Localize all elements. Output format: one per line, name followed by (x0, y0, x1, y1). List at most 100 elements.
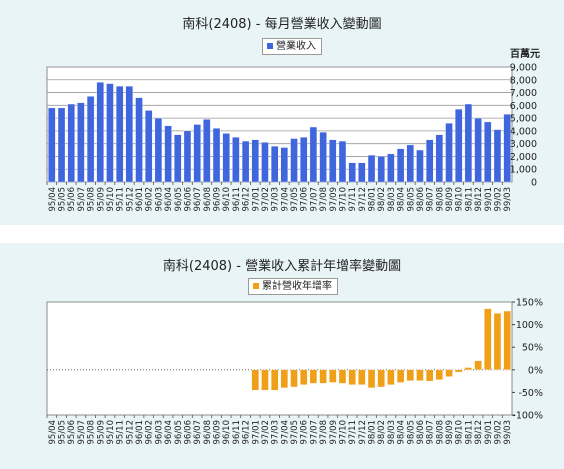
growth-bar (387, 369, 395, 385)
revenue-bar (280, 147, 288, 183)
revenue-x-tick-label: 96/03 (154, 187, 164, 212)
revenue-x-tick-label: 95/07 (77, 187, 87, 212)
revenue-bar (309, 126, 318, 183)
growth-x-tick-label: 97/08 (319, 420, 329, 445)
growth-x-tick-label: 98/08 (435, 420, 445, 445)
revenue-bar (426, 139, 434, 183)
growth-chart-legend: 累計營收年增率 (248, 278, 338, 295)
growth-bar (426, 369, 434, 382)
revenue-y-tick-label: 4,000 (510, 126, 537, 137)
revenue-y-tick-label: 1,000 (510, 165, 537, 176)
growth-x-tick-label: 95/07 (77, 420, 87, 445)
revenue-bar (290, 138, 298, 183)
growth-x-tick-label: 95/06 (67, 420, 77, 445)
revenue-chart-title: 南科(2408) - 每月營業收入變動圖 (182, 17, 382, 32)
revenue-x-tick-label: 97/06 (300, 187, 310, 212)
revenue-x-tick-label: 98/03 (387, 187, 397, 212)
growth-bar (464, 367, 473, 370)
revenue-y-tick-label: 3,000 (510, 139, 537, 150)
revenue-bar (57, 107, 66, 183)
revenue-x-tick-label: 99/01 (484, 187, 494, 212)
growth-x-tick-label: 96/03 (154, 420, 164, 445)
growth-bar (329, 369, 337, 383)
growth-y-tick-label: 50% (522, 343, 543, 354)
revenue-bar (145, 110, 153, 183)
growth-chart-svg: 150%100%50%0%-50%-100%95/04 95/05 95/06 95/… (46, 298, 543, 445)
growth-x-tick-label: 97/01 (251, 420, 261, 445)
revenue-bar (116, 86, 124, 183)
growth-x-tick-label: 96/07 (193, 420, 203, 445)
growth-x-tick-label: 95/12 (125, 420, 135, 445)
growth-x-tick-label: 96/02 (145, 420, 155, 445)
growth-x-tick-label: 98/05 (406, 420, 416, 445)
growth-bar (280, 369, 288, 389)
revenue-bar (251, 139, 259, 183)
revenue-bar (67, 103, 75, 183)
revenue-bar (338, 140, 347, 183)
growth-bar (309, 369, 318, 384)
growth-bar (319, 369, 327, 384)
revenue-bar (464, 103, 473, 183)
growth-bar (416, 369, 424, 381)
revenue-plot-area (46, 66, 513, 183)
revenue-y-tick-label: 5,000 (510, 114, 537, 125)
growth-bar (503, 310, 511, 370)
revenue-bar (474, 117, 482, 183)
revenue-x-tick-label: 97/03 (271, 187, 281, 212)
revenue-y-tick-label: 0 (531, 178, 537, 189)
revenue-chart-panel: 南科(2408) - 每月營業收入變動圖 營業收入 百萬元 0 1,000 2,00… (0, 0, 564, 225)
growth-x-tick-label: 95/08 (87, 420, 97, 445)
revenue-bar (222, 133, 230, 183)
revenue-x-tick-label: 96/01 (135, 187, 145, 212)
growth-x-tick-label: 95/11 (116, 420, 126, 445)
growth-x-tick-label: 97/05 (290, 420, 300, 445)
revenue-legend-label: 營業收入 (276, 41, 316, 52)
growth-bar (300, 369, 308, 385)
revenue-x-tick-label: 96/06 (183, 187, 193, 212)
revenue-bar (396, 148, 405, 183)
revenue-bar (387, 153, 395, 183)
revenue-x-tick-label: 96/09 (213, 187, 223, 212)
revenue-bar (212, 128, 221, 183)
revenue-bar (261, 142, 269, 183)
revenue-bar (154, 117, 163, 183)
growth-x-tick-label: 96/08 (203, 420, 213, 445)
revenue-x-tick-label: 97/04 (280, 187, 290, 212)
revenue-x-tick-label: 96/12 (242, 187, 252, 212)
growth-x-tick-label: 97/03 (271, 420, 281, 445)
revenue-x-tick-label: 97/08 (319, 187, 329, 212)
revenue-x-tick-label: 98/01 (368, 187, 378, 212)
revenue-bar (484, 121, 492, 183)
revenue-bar (77, 102, 85, 183)
growth-x-tick-label: 95/04 (48, 420, 58, 445)
growth-bar (261, 369, 269, 391)
growth-chart-title: 南科(2408) - 營業收入累計年增率變動圖 (162, 259, 402, 274)
revenue-x-tick-label: 97/05 (290, 187, 300, 212)
revenue-x-tick-label: 97/10 (338, 187, 348, 212)
revenue-bar (503, 114, 511, 183)
revenue-x-tick-label: 99/02 (493, 187, 503, 212)
revenue-bar (358, 162, 366, 183)
growth-x-tick-label: 98/02 (377, 420, 387, 445)
revenue-bar (241, 140, 250, 183)
revenue-bar (183, 130, 192, 183)
growth-x-tick-label: 98/10 (455, 420, 465, 445)
revenue-x-tick-label: 96/04 (164, 187, 174, 212)
growth-x-tick-label: 98/09 (445, 420, 455, 445)
growth-x-tick-label: 98/11 (464, 420, 474, 445)
revenue-bar (106, 83, 114, 183)
growth-x-tick-label: 96/09 (213, 420, 223, 445)
revenue-bar (435, 134, 443, 183)
revenue-x-tick-label: 98/09 (445, 187, 455, 212)
revenue-bar (174, 134, 182, 183)
revenue-x-tick-label: 98/10 (455, 187, 465, 212)
revenue-bar (135, 97, 143, 183)
growth-bar (358, 369, 366, 385)
growth-x-tick-label: 98/04 (397, 420, 407, 445)
revenue-bar (300, 137, 308, 183)
revenue-bar (455, 109, 463, 183)
revenue-bar (48, 107, 56, 183)
revenue-bar (377, 156, 385, 183)
growth-bar (396, 369, 405, 383)
